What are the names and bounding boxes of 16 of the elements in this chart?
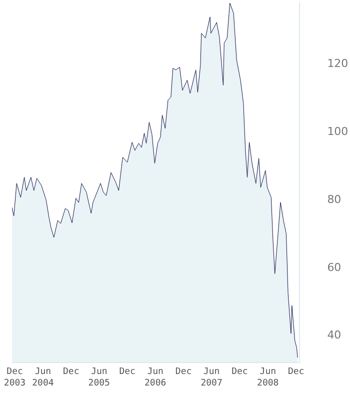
- x-tick-label: Jun 2006: [144, 366, 166, 388]
- x-tick-label: Dec: [62, 366, 80, 377]
- x-tick-label: Jun 2008: [257, 366, 279, 388]
- x-tick-label: Dec: [119, 366, 136, 377]
- x-tick-label: Jun 2007: [200, 366, 222, 388]
- x-tick-label: Dec: [175, 366, 192, 377]
- y-tick-label: 60: [327, 260, 342, 274]
- x-tick-label: Jun 2004: [32, 366, 54, 388]
- x-tick-label: Dec: [288, 366, 304, 377]
- x-tick-label: Dec 2003: [4, 366, 26, 388]
- y-tick-label: 100: [327, 124, 348, 138]
- y-tick-label: 120: [327, 56, 348, 70]
- y-tick-label: 80: [327, 192, 342, 206]
- x-tick-label: Jun 2005: [88, 366, 110, 388]
- y-tick-label: 40: [327, 328, 342, 342]
- x-tick-label: Dec: [232, 366, 248, 377]
